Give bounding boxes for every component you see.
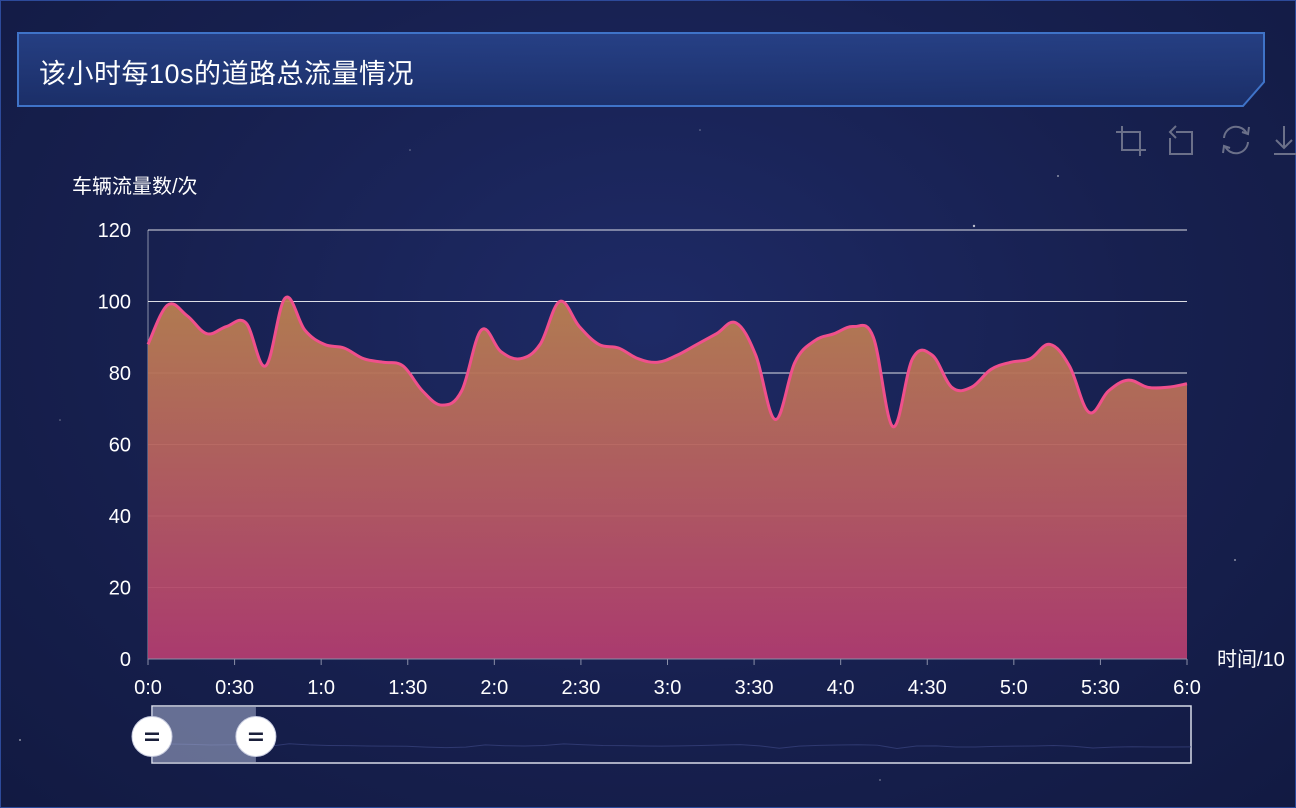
handle-grip-icon [145, 732, 159, 735]
handle-grip-icon [248, 738, 263, 741]
y-axis-title: 车辆流量数/次 [72, 175, 198, 198]
x-axis-title: 时间/10 [1217, 648, 1285, 671]
x-tick-label: 2:0 [480, 677, 508, 699]
restore-icon[interactable] [1216, 120, 1256, 160]
series-line [146, 295, 1188, 429]
download-icon[interactable] [1268, 120, 1296, 160]
datazoom-end-handle[interactable] [235, 716, 277, 757]
x-tick-label: 0:0 [134, 677, 162, 699]
y-tick-label: 20 [109, 578, 131, 600]
x-tick-label: 0:30 [215, 677, 254, 699]
y-tick-label: 80 [109, 363, 131, 385]
datazoom-start-handle[interactable] [131, 716, 173, 757]
datazoom-slider[interactable] [151, 705, 1192, 764]
y-tick-label: 0 [120, 649, 131, 671]
y-tick-label: 40 [109, 506, 131, 528]
datazoom-preview-line [151, 743, 1192, 749]
zoom-icon[interactable] [1112, 120, 1152, 160]
chart-title: 该小时每10s的道路总流量情况 [39, 59, 415, 89]
x-tick-label: 2:30 [561, 677, 600, 699]
x-tick-label: 1:30 [388, 677, 427, 699]
x-tick-label: 6:0 [1173, 677, 1201, 699]
title-bar: 该小时每10s的道路总流量情况 [17, 32, 1265, 107]
x-tick-label: 4:0 [827, 677, 855, 699]
handle-grip-icon [248, 732, 263, 735]
y-tick-label: 100 [98, 292, 131, 314]
zoom-back-icon[interactable] [1164, 120, 1204, 160]
title-frame [17, 32, 1265, 107]
x-tick-label: 5:30 [1081, 677, 1120, 699]
x-tick-label: 4:30 [908, 677, 947, 699]
x-tick-label: 1:0 [307, 677, 335, 699]
y-tick-label: 60 [109, 435, 131, 457]
series-area [148, 297, 1187, 659]
y-tick-label: 120 [98, 220, 131, 242]
x-tick-label: 5:0 [1000, 677, 1028, 699]
x-tick-label: 3:30 [735, 677, 774, 699]
x-tick-label: 3:0 [654, 677, 682, 699]
handle-grip-icon [145, 738, 159, 741]
